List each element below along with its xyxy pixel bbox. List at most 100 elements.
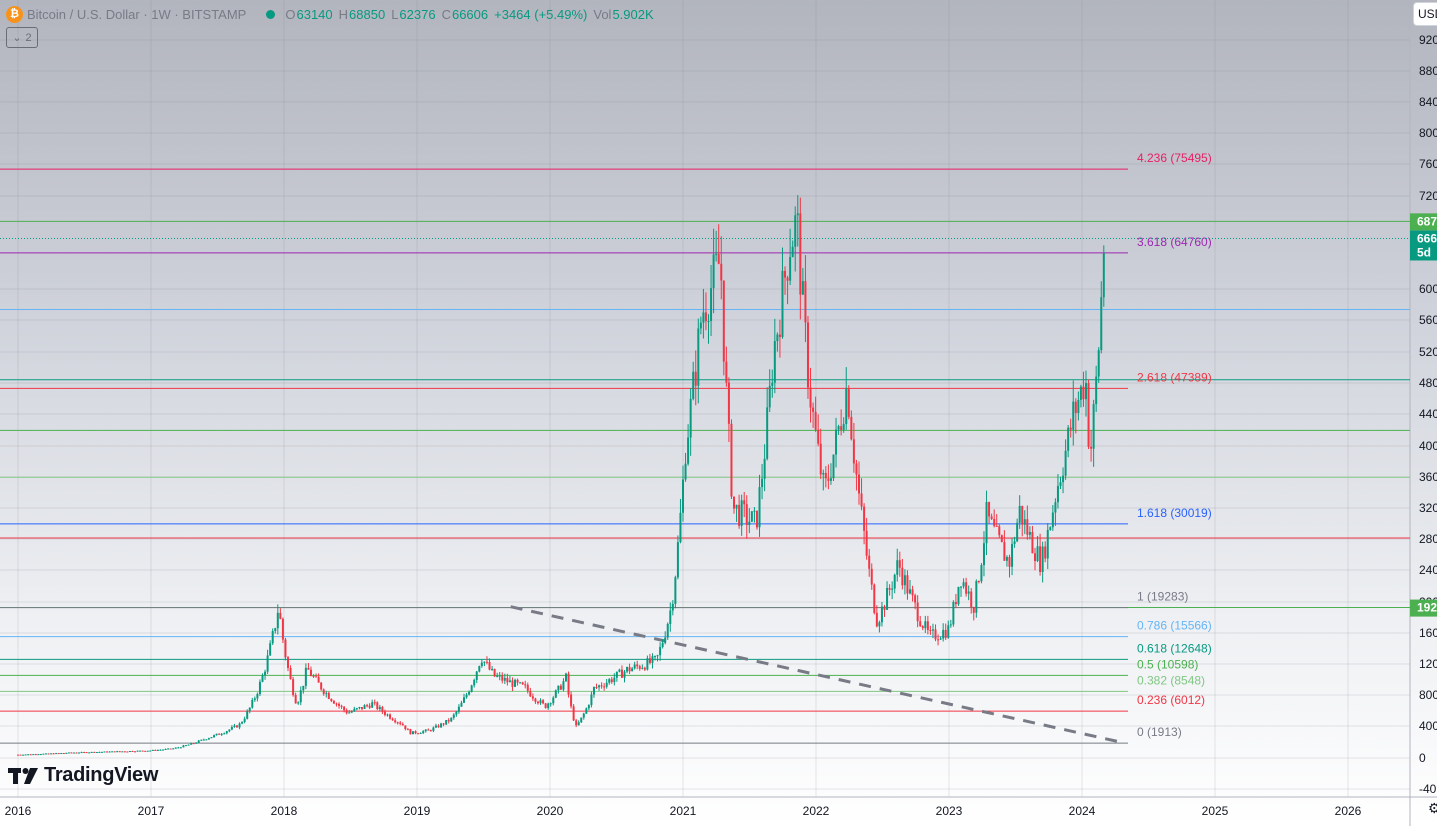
x-axis-tick-label: 2026 [1335, 804, 1362, 818]
candle-body [90, 751, 93, 753]
candle-body [738, 504, 741, 526]
candle-body [200, 739, 203, 741]
tradingview-logo-text: TradingView [44, 764, 159, 786]
close-value: 66606 [451, 6, 489, 22]
candle-body [891, 588, 894, 590]
candle-body [633, 664, 636, 669]
candle-body [595, 686, 598, 688]
symbol-title[interactable]: Bitcoin / U.S. Dollar · 1W · BITSTAMP [27, 6, 247, 22]
candle-body [1059, 482, 1062, 486]
y-axis-tick-label: 560 [1419, 313, 1437, 327]
candle-body [707, 320, 710, 322]
candle-body [519, 682, 522, 684]
candle-body [733, 496, 736, 509]
candle-body [123, 751, 126, 753]
candle-body [914, 595, 917, 603]
candle-body [146, 750, 149, 752]
currency-button[interactable]: USD [1413, 2, 1437, 26]
candle-body [394, 720, 397, 723]
candle-body [870, 568, 873, 585]
candle-body [409, 729, 412, 735]
y-axis-tick-label: 360 [1419, 470, 1437, 484]
candle-body [184, 745, 187, 747]
candle-body [789, 257, 792, 281]
candle-body [694, 371, 697, 386]
tradingview-logo[interactable]: TradingView [8, 764, 158, 787]
candle-body [302, 685, 305, 691]
candle-body [750, 511, 753, 522]
candle-body [34, 754, 37, 756]
candle-body [671, 603, 674, 611]
candle-body [534, 698, 537, 702]
candle-body [763, 458, 766, 479]
last-price-label-text: 5d [1417, 245, 1431, 259]
candle-body [947, 625, 950, 638]
candle-body [195, 742, 198, 744]
candle-body [67, 752, 70, 754]
indicators-collapse-button[interactable]: ⌄ 2 [6, 27, 38, 48]
candle-body [661, 642, 664, 647]
candle-body [636, 664, 639, 667]
candle-body [967, 591, 970, 594]
candle-body [1067, 427, 1070, 451]
x-axis-tick-label: 2021 [670, 804, 697, 818]
candle-body [822, 472, 825, 475]
candle-body [264, 671, 267, 676]
candle-body [111, 751, 114, 753]
candle-body [993, 518, 996, 526]
candle-body [139, 750, 142, 752]
candle-body [1013, 541, 1016, 544]
candle-body [485, 661, 488, 663]
candle-body [75, 752, 78, 754]
candle-body [954, 602, 957, 605]
candle-body [743, 500, 746, 505]
candle-body [340, 705, 343, 707]
candle-body [819, 443, 822, 475]
candle-body [850, 416, 853, 440]
candle-body [1056, 485, 1059, 503]
candle-body [248, 707, 251, 712]
candle-body [187, 744, 190, 746]
candle-body [952, 602, 955, 625]
candle-body [1054, 502, 1057, 513]
candle-body [1026, 519, 1029, 535]
candle-body [1003, 541, 1006, 561]
candle-body [223, 733, 226, 735]
candle-body [174, 747, 177, 749]
x-axis-tick-label: 2017 [138, 804, 165, 818]
candle-body [1036, 546, 1039, 562]
candle-body [1082, 386, 1085, 400]
candle-body [360, 707, 363, 709]
candle-body [116, 751, 119, 753]
candle-body [269, 643, 272, 656]
fib-level-label: 0.5 (10598) [1137, 657, 1198, 671]
bitcoin-icon: ₿ [6, 5, 23, 23]
candle-body [863, 506, 866, 531]
candle-body [911, 589, 914, 596]
candle-body [888, 587, 891, 590]
candle-body [320, 682, 323, 690]
candle-body [778, 334, 781, 338]
candle-body [554, 690, 557, 698]
candle-body [238, 723, 241, 728]
candle-body [1023, 519, 1026, 525]
candle-body [898, 560, 901, 568]
candle-body [965, 582, 968, 594]
candle-body [345, 710, 348, 714]
candle-body [330, 698, 333, 701]
settings-gear-icon[interactable]: ⚙ [1428, 800, 1437, 816]
candle-body [284, 639, 287, 658]
candle-body [562, 681, 565, 690]
candle-body [258, 681, 261, 695]
x-axis-tick-label: 2022 [803, 804, 830, 818]
x-axis-tick-label: 2023 [936, 804, 963, 818]
candle-body [590, 694, 593, 706]
candle-body [771, 382, 774, 386]
candle-body [542, 700, 545, 704]
y-axis-tick-label: 600 [1419, 282, 1437, 296]
y-axis-tick-label: 280 [1419, 532, 1437, 546]
candle-body [106, 751, 109, 753]
candle-body [399, 722, 402, 724]
candle-body [488, 662, 491, 670]
